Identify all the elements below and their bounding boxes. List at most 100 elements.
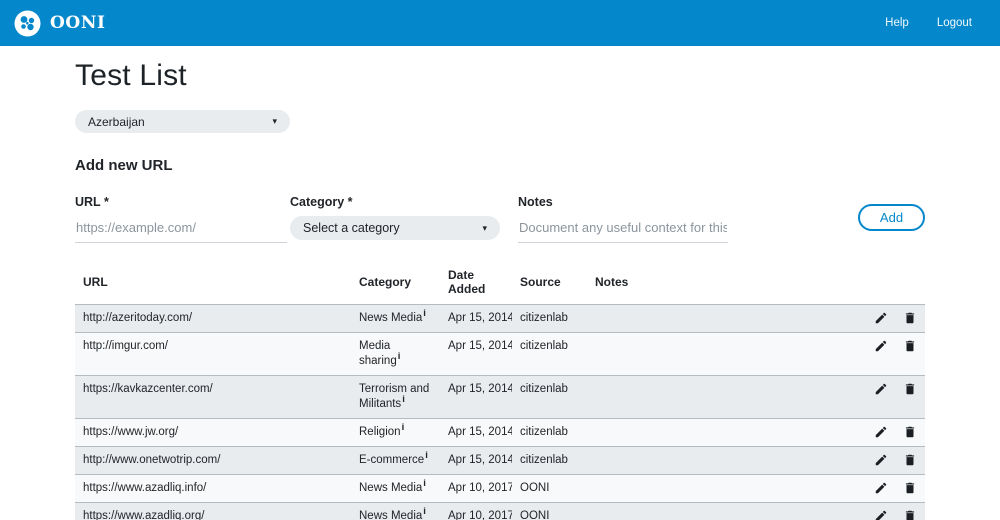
category-cell: Religioni xyxy=(351,417,440,447)
url-cell: http://www.onetwotrip.com/ xyxy=(75,445,351,475)
source-cell: citizenlab xyxy=(512,374,587,419)
header-actions xyxy=(855,263,925,305)
category-info-icon[interactable]: i xyxy=(423,308,426,320)
edit-icon[interactable] xyxy=(874,339,888,353)
actions-cell xyxy=(855,331,925,376)
category-info-icon[interactable]: i xyxy=(397,351,401,363)
category-select[interactable]: Select a category ▾ xyxy=(290,216,500,240)
table-row: https://www.jw.org/ Religioni Apr 15, 20… xyxy=(75,417,925,447)
required-asterisk: * xyxy=(103,195,109,209)
date-added-cell: Apr 15, 2014 xyxy=(440,445,512,475)
url-field-label: URL * xyxy=(75,195,109,209)
delete-icon[interactable] xyxy=(903,311,917,325)
top-navbar: OONI Help Logout xyxy=(0,0,1000,46)
table-row: https://www.azadliq.info/ News Mediai Ap… xyxy=(75,473,925,502)
brand-wordmark: OONI xyxy=(50,13,106,33)
category-info-icon[interactable]: i xyxy=(423,477,426,489)
actions-cell xyxy=(855,417,925,447)
add-url-form: URL * Category * Select a category ▾ Not… xyxy=(75,195,925,247)
header-notes: Notes xyxy=(587,263,855,305)
logout-link[interactable]: Logout xyxy=(936,17,972,29)
url-cell: http://azeritoday.com/ xyxy=(75,304,351,333)
actions-cell xyxy=(855,304,925,333)
category-cell: News Mediai xyxy=(351,304,440,333)
notes-cell xyxy=(587,417,855,447)
table-header-row: URL Category Date Added Source Notes xyxy=(75,263,925,305)
table-row: https://kavkazcenter.com/ Terrorism and … xyxy=(75,374,925,419)
source-cell: citizenlab xyxy=(512,445,587,475)
add-button[interactable]: Add xyxy=(858,204,925,231)
category-cell: Terrorism and Militantsi xyxy=(351,374,440,419)
date-added-cell: Apr 10, 2017 xyxy=(440,473,512,502)
header-category: Category xyxy=(351,263,440,305)
header-source: Source xyxy=(512,263,587,305)
source-cell: citizenlab xyxy=(512,331,587,376)
table-row: http://imgur.com/ Media sharingi Apr 15,… xyxy=(75,331,925,376)
category-cell: E-commercei xyxy=(351,445,440,475)
category-cell: News Mediai xyxy=(351,473,440,502)
header-url: URL xyxy=(75,263,351,305)
url-cell: https://www.azadliq.org/ xyxy=(75,501,351,520)
date-added-cell: Apr 15, 2014 xyxy=(440,304,512,333)
ooni-brand[interactable]: OONI xyxy=(14,10,106,37)
category-info-icon[interactable]: i xyxy=(401,421,405,433)
notes-field-label: Notes xyxy=(518,195,553,209)
notes-cell xyxy=(587,304,855,333)
category-cell: Media sharingi xyxy=(351,331,440,376)
table-row: http://www.onetwotrip.com/ E-commercei A… xyxy=(75,445,925,475)
notes-cell xyxy=(587,445,855,475)
add-url-heading: Add new URL xyxy=(75,157,173,174)
actions-cell xyxy=(855,445,925,475)
table-row: http://azeritoday.com/ News Mediai Apr 1… xyxy=(75,304,925,333)
url-cell: http://imgur.com/ xyxy=(75,331,351,376)
notes-field-group: Notes xyxy=(518,195,728,243)
url-input[interactable] xyxy=(75,216,287,243)
notes-input[interactable] xyxy=(518,216,728,243)
country-select-value: Azerbaijan xyxy=(88,114,145,129)
notes-cell xyxy=(587,473,855,502)
actions-cell xyxy=(855,501,925,520)
edit-icon[interactable] xyxy=(874,311,888,325)
category-field-label: Category * xyxy=(290,195,353,209)
category-field-group: Category * Select a category ▾ xyxy=(290,195,502,240)
url-cell: https://www.azadliq.info/ xyxy=(75,473,351,502)
actions-cell xyxy=(855,473,925,502)
delete-icon[interactable] xyxy=(903,509,917,520)
required-asterisk: * xyxy=(347,195,353,209)
url-table: URL Category Date Added Source Notes htt… xyxy=(75,263,925,520)
category-info-icon[interactable]: i xyxy=(425,449,428,461)
category-info-icon[interactable]: i xyxy=(402,393,405,405)
delete-icon[interactable] xyxy=(903,453,917,467)
actions-cell xyxy=(855,374,925,419)
edit-icon[interactable] xyxy=(874,425,888,439)
date-added-cell: Apr 15, 2014 xyxy=(440,417,512,447)
category-cell: News Mediai xyxy=(351,501,440,520)
url-field-group: URL * xyxy=(75,195,287,243)
country-select[interactable]: Azerbaijan ▾ xyxy=(75,110,290,133)
delete-icon[interactable] xyxy=(903,382,917,396)
page-title: Test List xyxy=(75,59,187,92)
help-link[interactable]: Help xyxy=(885,17,909,29)
edit-icon[interactable] xyxy=(874,382,888,396)
delete-icon[interactable] xyxy=(903,425,917,439)
date-added-cell: Apr 15, 2014 xyxy=(440,331,512,376)
edit-icon[interactable] xyxy=(874,453,888,467)
category-select-placeholder: Select a category xyxy=(303,221,400,235)
url-cell: https://kavkazcenter.com/ xyxy=(75,374,351,419)
source-cell: OONI xyxy=(512,501,587,520)
ooni-logo-icon xyxy=(14,10,41,37)
chevron-down-icon: ▾ xyxy=(272,116,277,126)
category-info-icon[interactable]: i xyxy=(423,505,426,517)
notes-cell xyxy=(587,501,855,520)
source-cell: citizenlab xyxy=(512,304,587,333)
chevron-down-icon: ▾ xyxy=(482,222,487,233)
edit-icon[interactable] xyxy=(874,481,888,495)
edit-icon[interactable] xyxy=(874,509,888,520)
source-cell: OONI xyxy=(512,473,587,502)
source-cell: citizenlab xyxy=(512,417,587,447)
delete-icon[interactable] xyxy=(903,339,917,353)
delete-icon[interactable] xyxy=(903,481,917,495)
table-row: https://www.azadliq.org/ News Mediai Apr… xyxy=(75,501,925,520)
notes-cell xyxy=(587,374,855,419)
date-added-cell: Apr 10, 2017 xyxy=(440,501,512,520)
